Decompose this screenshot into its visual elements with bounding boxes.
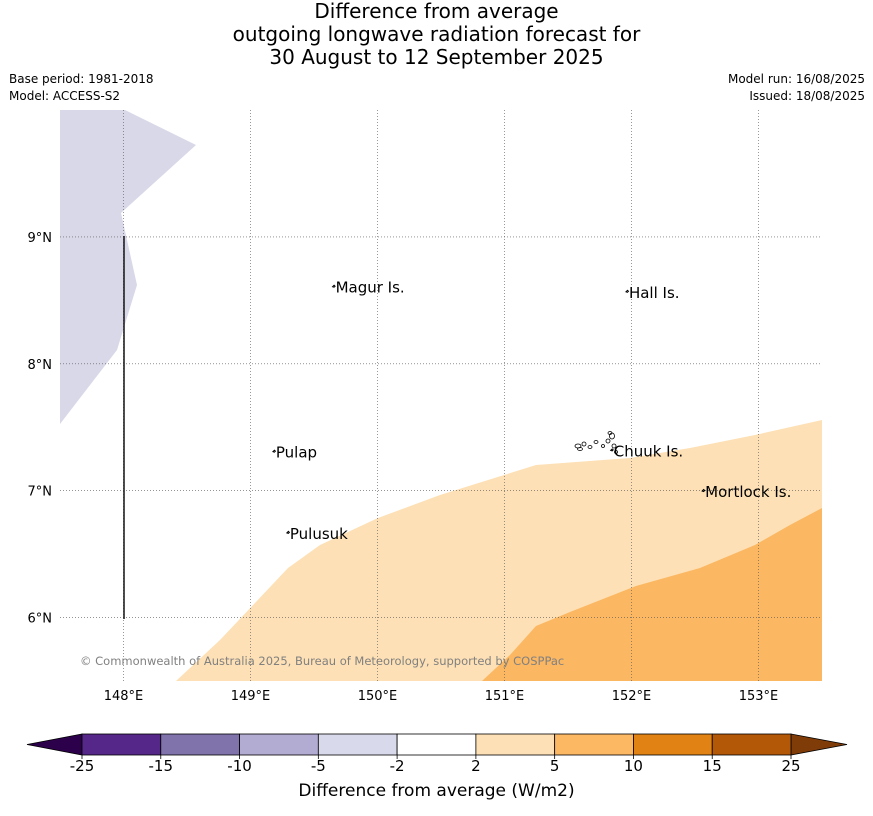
colorbar-segment (475, 733, 556, 756)
colorbar-label: Difference from average (W/m2) (298, 781, 575, 801)
latitude-tick-label: 8°N (28, 358, 53, 373)
longitude-tick-label: 150°E (358, 689, 398, 704)
moderate-positive-anomaly-region (482, 508, 822, 681)
colorbar-tick-label: 10 (624, 757, 643, 775)
colorbar-segment (239, 733, 319, 756)
colorbar-segment (317, 733, 398, 756)
latitude-tick-label: 9°N (28, 231, 53, 246)
island-marker (271, 449, 277, 453)
chuuk-islets (574, 431, 618, 454)
colorbar-tick-label: -2 (390, 757, 405, 775)
figure-title: Difference from average outgoing longwav… (0, 0, 873, 69)
place-label: Pulusuk (290, 525, 348, 543)
negative-anomaly-region (60, 110, 196, 424)
base-period: Base period: 1981-2018 (9, 72, 154, 86)
title-line-3: 30 August to 12 September 2025 (269, 45, 604, 69)
colorbar-tick-label: 2 (471, 757, 481, 775)
meta-right: Model run: 16/08/2025 Issued: 18/08/2025 (728, 71, 865, 105)
map-layer: Magur Is. Hall Is. Pulap Chuuk Is. Mortlock … (28, 110, 822, 704)
place-label: Magur Is. (336, 279, 405, 297)
latitude-tick-label: 6°N (28, 612, 53, 627)
island-marker (701, 488, 706, 493)
island-marker (285, 530, 291, 534)
island-marker (625, 289, 630, 293)
longitude-tick-label: 153°E (739, 689, 779, 704)
colorbar-segment (633, 733, 713, 756)
colorbar-tick-label: 15 (703, 757, 722, 775)
place-label: Mortlock Is. (705, 483, 791, 501)
model-name: Model: ACCESS-S2 (9, 89, 121, 103)
place-label: Pulap (276, 444, 317, 462)
colorbar: -25 -15 -10 -5 -2 2 5 10 15 25 (26, 733, 848, 775)
place-label: Chuuk Is. (614, 442, 683, 460)
colorbar-segment (160, 733, 240, 756)
model-run: Model run: 16/08/2025 (727, 72, 865, 86)
colorbar-tick-label: 5 (550, 757, 560, 775)
colorbar-segment (81, 733, 162, 756)
copyright-text: © Commonwealth of Australia 2025, Bureau… (80, 654, 564, 668)
colorbar-tick-label: -5 (311, 757, 326, 775)
colorbar-tick-label: -15 (149, 757, 174, 775)
longitude-tick-label: 149°E (231, 689, 271, 704)
title-line-1: Difference from average (314, 0, 559, 23)
latitude-tick-label: 7°N (28, 485, 53, 500)
longitude-tick-label: 148°E (104, 689, 144, 704)
colorbar-segment (711, 733, 792, 756)
colorbar-tick-label: 25 (781, 757, 800, 775)
title-line-2: outgoing longwave radiation forecast for (232, 22, 641, 46)
colorbar-segment (396, 733, 477, 756)
map-area: Magur Is. Hall Is. Pulap Chuuk Is. Mortlock … (60, 110, 822, 681)
colorbar-under-arrow (26, 733, 83, 756)
place-label: Hall Is. (629, 284, 680, 302)
colorbar-tick-label: -25 (70, 757, 95, 775)
longitude-tick-label: 152°E (612, 689, 652, 704)
colorbar-over-arrow (790, 733, 848, 756)
colorbar-tick-label: -10 (227, 757, 252, 775)
island-marker (609, 448, 614, 452)
issued-date: Issued: 18/08/2025 (749, 89, 865, 103)
colorbar-segment (554, 733, 634, 756)
meta-left: Base period: 1981-2018 Model: ACCESS-S2 (9, 71, 154, 105)
island-marker (331, 284, 336, 288)
longitude-tick-label: 151°E (485, 689, 525, 704)
